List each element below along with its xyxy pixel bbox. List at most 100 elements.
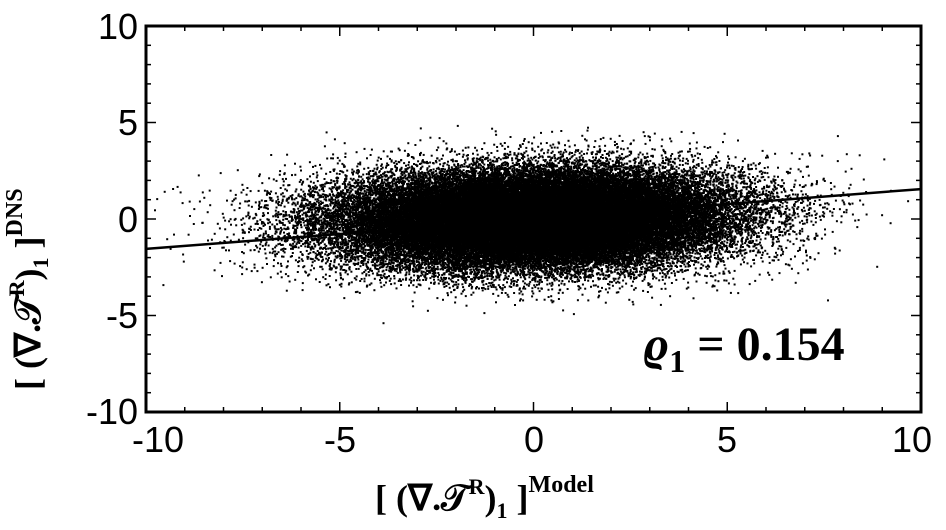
- scatter-point: [235, 218, 237, 220]
- scatter-point: [365, 263, 367, 265]
- scatter-point: [449, 287, 451, 289]
- scatter-point: [509, 151, 511, 153]
- scatter-point: [497, 295, 499, 297]
- scatter-point: [709, 146, 711, 148]
- scatter-point: [265, 230, 267, 232]
- scatter-point: [246, 194, 248, 196]
- scatter-point: [632, 301, 634, 303]
- scatter-point: [647, 156, 649, 158]
- scatter-point: [693, 132, 695, 134]
- scatter-point: [707, 186, 709, 188]
- scatter-point: [294, 198, 296, 200]
- scatter-point: [758, 232, 760, 234]
- scatter-point: [223, 217, 225, 219]
- scatter-point: [292, 243, 294, 245]
- scatter-point: [843, 201, 845, 203]
- scatter-point: [230, 218, 232, 220]
- scatter-point: [780, 246, 782, 248]
- scatter-point: [727, 162, 729, 164]
- scatter-point: [786, 205, 788, 207]
- scatter-point: [388, 275, 390, 277]
- scatter-point: [702, 245, 704, 247]
- scatter-point: [356, 165, 358, 167]
- scatter-point: [546, 283, 548, 285]
- scatter-point: [826, 208, 828, 210]
- scatter-point: [785, 263, 787, 265]
- scatter-point: [697, 153, 699, 155]
- scatter-point: [746, 188, 748, 190]
- scatter-point: [431, 264, 433, 266]
- scatter-point: [246, 268, 248, 270]
- scatter-point: [209, 247, 211, 249]
- scatter-point: [423, 154, 425, 156]
- scatter-point: [533, 284, 535, 286]
- scatter-point: [403, 172, 405, 174]
- scatter-point: [280, 271, 282, 273]
- scatter-point: [674, 275, 676, 277]
- scatter-point: [736, 233, 738, 235]
- scatter-point: [785, 226, 787, 228]
- scatter-point: [273, 265, 275, 267]
- scatter-point: [294, 279, 296, 281]
- scatter-point: [609, 281, 611, 283]
- scatter-point: [410, 282, 412, 284]
- scatter-point: [801, 230, 803, 232]
- scatter-point: [683, 263, 685, 265]
- scatter-point: [727, 182, 729, 184]
- scatter-point: [408, 285, 410, 287]
- scatter-point: [383, 322, 385, 324]
- scatter-point: [220, 172, 222, 174]
- scatter-point: [523, 286, 525, 288]
- scatter-point: [602, 137, 604, 139]
- scatter-point: [622, 280, 624, 282]
- scatter-point: [221, 275, 223, 277]
- scatter-point: [819, 199, 821, 201]
- scatter-point: [621, 286, 623, 288]
- scatter-point: [710, 180, 712, 182]
- scatter-point: [291, 174, 293, 176]
- scatter-point: [883, 158, 885, 160]
- scatter-point: [483, 312, 485, 314]
- scatter-point: [335, 279, 337, 281]
- scatter-point: [726, 280, 728, 282]
- scatter-point: [815, 217, 817, 219]
- scatter-point: [364, 278, 366, 280]
- scatter-point: [277, 216, 279, 218]
- scatter-point: [734, 284, 736, 286]
- scatter-point: [693, 297, 695, 299]
- scatter-point: [222, 213, 224, 215]
- scatter-point: [569, 146, 571, 148]
- scatter-point: [759, 274, 761, 276]
- scatter-point: [602, 157, 604, 159]
- scatter-point: [718, 160, 720, 162]
- scatter-point: [742, 166, 744, 168]
- scatter-point: [297, 271, 299, 273]
- scatter-point: [457, 279, 459, 281]
- scatter-point: [638, 154, 640, 156]
- scatter-point: [779, 245, 781, 247]
- scatter-point: [275, 219, 277, 221]
- scatter-point: [661, 145, 663, 147]
- scatter-point: [568, 280, 570, 282]
- scatter-point: [183, 261, 185, 263]
- scatter-point: [724, 169, 726, 171]
- scatter-point: [230, 224, 232, 226]
- scatter-point: [700, 255, 702, 257]
- scatter-point: [396, 287, 398, 289]
- scatter-point: [385, 260, 387, 262]
- scatter-point: [360, 265, 362, 267]
- scatter-point: [619, 155, 621, 157]
- scatter-point: [608, 155, 610, 157]
- scatter-point: [811, 215, 813, 217]
- scatter-point: [717, 280, 719, 282]
- scatter-point: [366, 191, 368, 193]
- scatter-point: [302, 282, 304, 284]
- scatter-point: [296, 227, 298, 229]
- scatter-point: [364, 280, 366, 282]
- scatter-point: [239, 265, 241, 267]
- scatter-point: [477, 154, 479, 156]
- scatter-point: [595, 284, 597, 286]
- scatter-point: [778, 240, 780, 242]
- scatter-point: [658, 279, 660, 281]
